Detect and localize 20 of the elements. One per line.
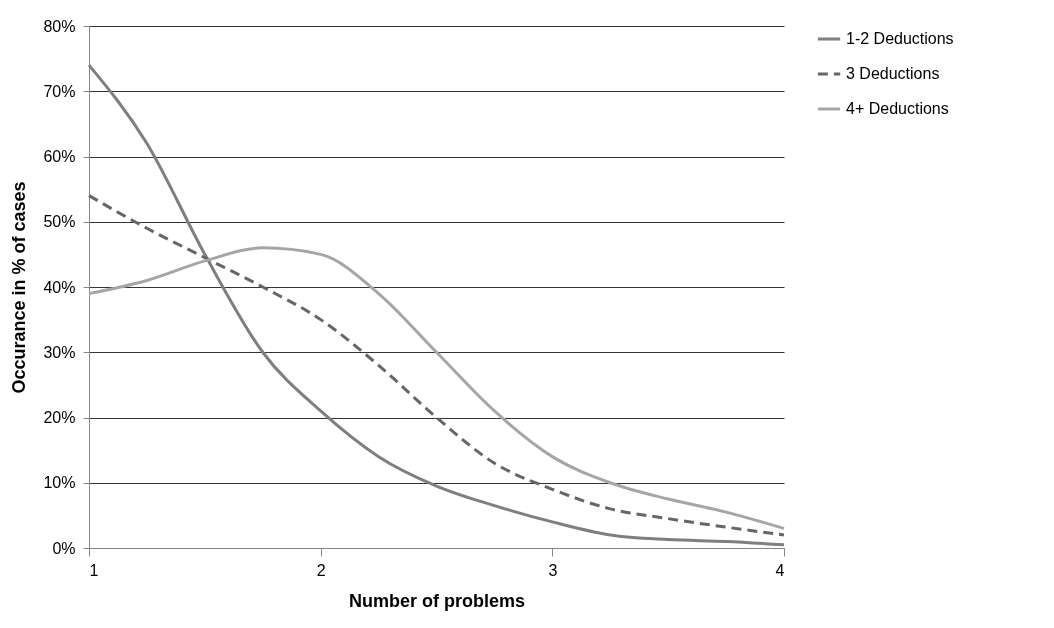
x-axis-title: Number of problems <box>348 590 526 611</box>
x-tick-label: 4 <box>775 561 785 579</box>
y-tick-label: 70% <box>43 82 76 100</box>
y-axis-title: Occurance in % of cases <box>9 181 30 394</box>
y-tick-label: 50% <box>43 213 76 231</box>
x-tick-label: 3 <box>548 561 558 579</box>
y-tick-label: 40% <box>43 278 76 296</box>
legend-label: 4+ Deductions <box>846 100 949 117</box>
y-tick-label: 60% <box>43 148 76 165</box>
y-tick-label: 30% <box>43 343 76 361</box>
y-tick-label: 80% <box>43 17 76 35</box>
y-tick-label: 20% <box>43 409 76 426</box>
line-series <box>87 246 786 530</box>
line-series <box>87 194 786 537</box>
x-tick-label: 2 <box>316 561 326 579</box>
y-tick-label: 10% <box>43 474 76 492</box>
x-tick-label: 1 <box>89 561 99 579</box>
legend-label: 1-2 Deductions <box>846 30 954 47</box>
legend-label: 3 Deductions <box>846 65 940 82</box>
y-tick-label: 0% <box>52 539 76 557</box>
